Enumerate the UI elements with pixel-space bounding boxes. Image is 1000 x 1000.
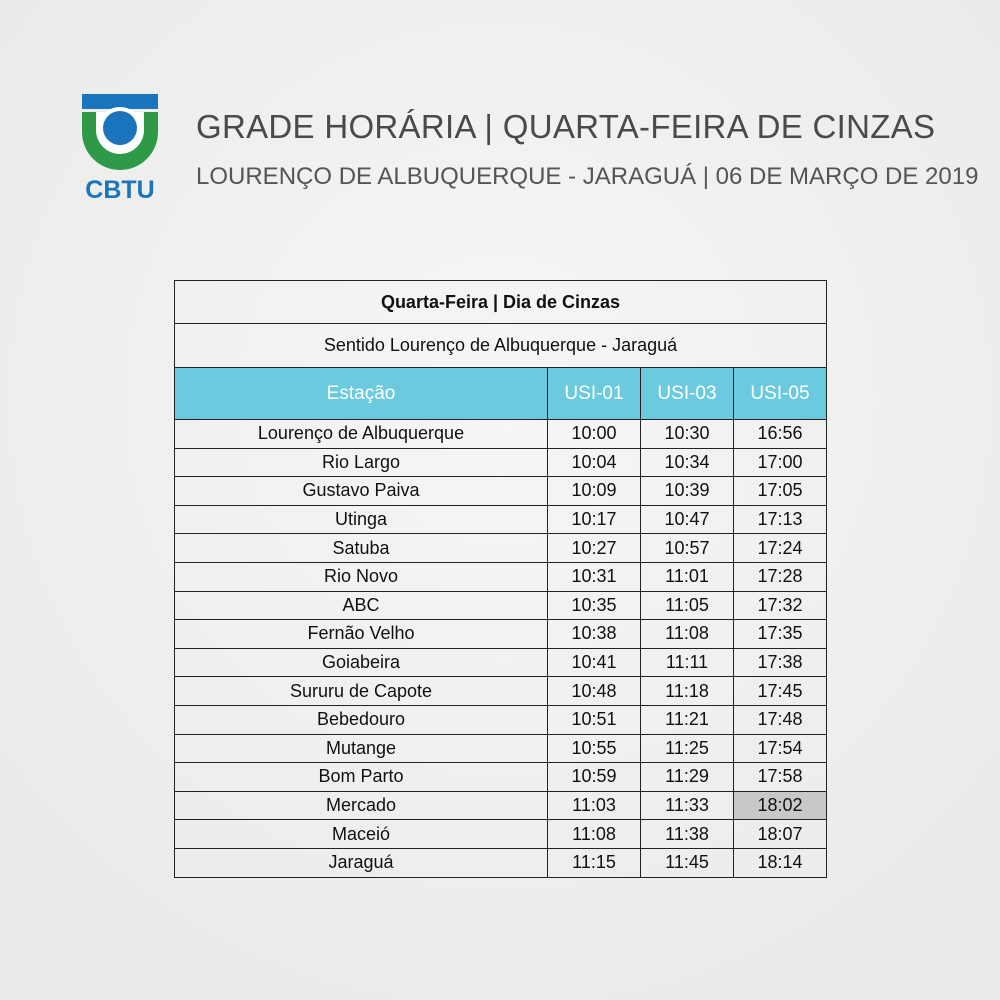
table-row: Lourenço de Albuquerque 10:00 10:30 16:56	[174, 419, 827, 449]
time-cell: 11:03	[547, 790, 641, 821]
station-cell: Utinga	[174, 504, 548, 535]
time-cell: 17:28	[733, 561, 827, 592]
time-cell: 11:18	[640, 676, 734, 706]
station-cell: Jaraguá	[174, 847, 548, 878]
time-cell: 10:31	[547, 561, 641, 592]
table-row: Sururu de Capote 10:48 11:18 17:45	[174, 676, 827, 706]
logo-icon: CBTU	[82, 94, 158, 204]
column-header: Estação	[174, 367, 548, 420]
time-cell: 11:38	[640, 819, 734, 849]
station-cell: Rio Novo	[174, 561, 548, 592]
time-cell: 10:04	[547, 447, 641, 478]
station-cell: Bebedouro	[174, 704, 548, 735]
time-cell: 17:54	[733, 733, 827, 764]
station-cell: Fernão Velho	[174, 619, 548, 649]
time-cell: 10:38	[547, 619, 641, 649]
time-cell: 11:01	[640, 561, 734, 592]
table-row: Maceió 11:08 11:38 18:07	[174, 819, 827, 849]
time-cell: 10:00	[547, 419, 641, 449]
time-cell: 17:24	[733, 533, 827, 563]
time-cell: 18:07	[733, 819, 827, 849]
time-cell: 17:13	[733, 504, 827, 535]
table-title: Quarta-Feira | Dia de Cinzas	[174, 280, 827, 324]
time-cell: 11:33	[640, 790, 734, 821]
time-cell: 10:34	[640, 447, 734, 478]
time-cell: 10:48	[547, 676, 641, 706]
table-row: Rio Largo 10:04 10:34 17:00	[174, 447, 827, 478]
table-row: Goiabeira 10:41 11:11 17:38	[174, 647, 827, 678]
station-cell: Lourenço de Albuquerque	[174, 419, 548, 449]
time-cell: 17:32	[733, 590, 827, 621]
time-cell: 11:15	[547, 847, 641, 878]
time-cell: 10:09	[547, 476, 641, 506]
table-row: Fernão Velho 10:38 11:08 17:35	[174, 619, 827, 649]
table-row: Bom Parto 10:59 11:29 17:58	[174, 762, 827, 792]
time-cell: 17:38	[733, 647, 827, 678]
time-cell: 17:35	[733, 619, 827, 649]
station-cell: Goiabeira	[174, 647, 548, 678]
time-cell: 10:55	[547, 733, 641, 764]
time-cell: 11:29	[640, 762, 734, 792]
time-cell: 10:30	[640, 419, 734, 449]
time-cell: 11:21	[640, 704, 734, 735]
station-cell: Bom Parto	[174, 762, 548, 792]
time-cell: 17:05	[733, 476, 827, 506]
table-row: Rio Novo 10:31 11:01 17:28	[174, 561, 827, 592]
station-cell: Maceió	[174, 819, 548, 849]
time-cell: 10:39	[640, 476, 734, 506]
table-row: Mercado 11:03 11:33 18:02	[174, 790, 827, 821]
station-cell: Satuba	[174, 533, 548, 563]
time-cell: 17:00	[733, 447, 827, 478]
station-cell: Sururu de Capote	[174, 676, 548, 706]
time-cell: 10:27	[547, 533, 641, 563]
station-cell: Mutange	[174, 733, 548, 764]
column-header: USI-05	[733, 367, 827, 420]
station-cell: ABC	[174, 590, 548, 621]
column-header: USI-03	[640, 367, 734, 420]
page-subtitle: LOURENÇO DE ALBUQUERQUE - JARAGUÁ | 06 D…	[196, 163, 979, 190]
time-cell: 10:51	[547, 704, 641, 735]
schedule-table: Quarta-Feira | Dia de Cinzas Sentido Lou…	[174, 280, 827, 878]
time-cell: 11:08	[547, 819, 641, 849]
table-row: Bebedouro 10:51 11:21 17:48	[174, 704, 827, 735]
page-title: GRADE HORÁRIA | QUARTA-FEIRA DE CINZAS	[196, 108, 936, 145]
station-cell: Rio Largo	[174, 447, 548, 478]
time-cell: 11:11	[640, 647, 734, 678]
column-header: USI-01	[547, 367, 641, 420]
table-row: Mutange 10:55 11:25 17:54	[174, 733, 827, 764]
time-cell: 10:59	[547, 762, 641, 792]
time-cell: 17:45	[733, 676, 827, 706]
table-row: Utinga 10:17 10:47 17:13	[174, 504, 827, 535]
time-cell: 10:17	[547, 504, 641, 535]
time-cell: 18:14	[733, 847, 827, 878]
table-row: Gustavo Paiva 10:09 10:39 17:05	[174, 476, 827, 506]
time-cell: 16:56	[733, 419, 827, 449]
time-cell: 11:08	[640, 619, 734, 649]
station-cell: Gustavo Paiva	[174, 476, 548, 506]
table-row: Satuba 10:27 10:57 17:24	[174, 533, 827, 563]
time-cell: 10:47	[640, 504, 734, 535]
time-cell: 10:35	[547, 590, 641, 621]
time-cell: 11:45	[640, 847, 734, 878]
time-cell: 11:25	[640, 733, 734, 764]
cbtu-logo: CBTU	[82, 94, 158, 209]
time-cell: 18:02	[733, 790, 827, 821]
table-row: Jaraguá 11:15 11:45 18:14	[174, 847, 827, 878]
svg-text:CBTU: CBTU	[85, 176, 154, 204]
table-direction: Sentido Lourenço de Albuquerque - Jaragu…	[174, 323, 827, 368]
time-cell: 17:48	[733, 704, 827, 735]
time-cell: 10:41	[547, 647, 641, 678]
table-row: ABC 10:35 11:05 17:32	[174, 590, 827, 621]
time-cell: 10:57	[640, 533, 734, 563]
time-cell: 17:58	[733, 762, 827, 792]
station-cell: Mercado	[174, 790, 548, 821]
time-cell: 11:05	[640, 590, 734, 621]
